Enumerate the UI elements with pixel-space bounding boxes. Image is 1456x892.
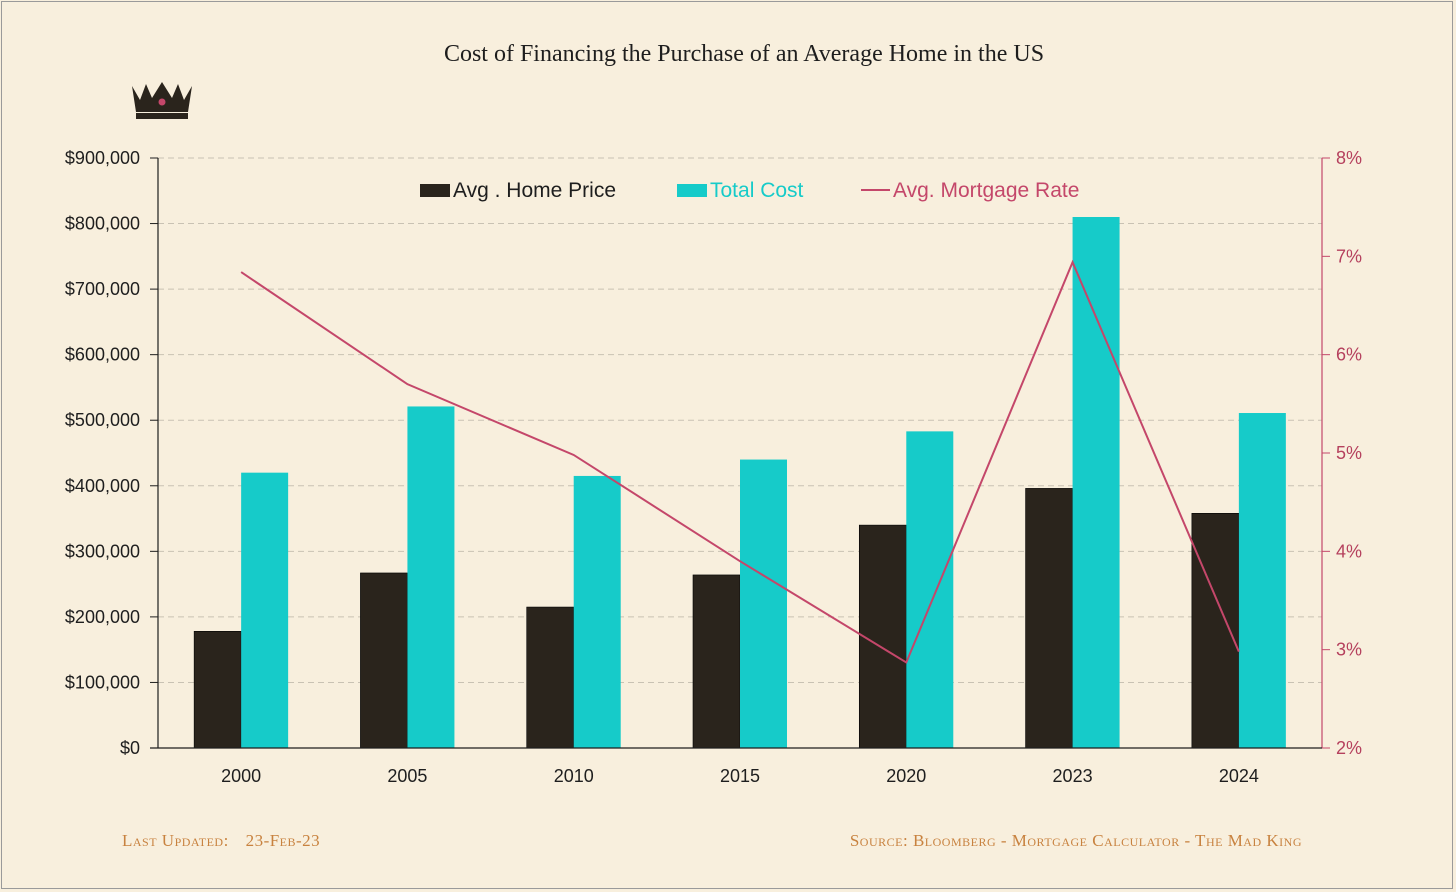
y-left-tick-label: $800,000	[65, 214, 140, 234]
y-right-tick-label: 4%	[1336, 541, 1362, 561]
legend-mortgage-rate: Avg. Mortgage Rate	[861, 179, 1079, 202]
bar-home-price	[526, 606, 575, 749]
footer-updated-value: 23-Feb-23	[246, 831, 321, 850]
tick-labels: $0 $100,000 $200,000 $300,000 $400,000 $500,0…	[65, 148, 1362, 786]
y-left-tick-label: $0	[120, 738, 140, 758]
bar-total-cost	[407, 406, 455, 748]
y-right-tick-label: 8%	[1336, 148, 1362, 168]
bar-home-price	[1025, 488, 1073, 749]
y-right-tick-label: 3%	[1336, 640, 1362, 660]
legend-label: Avg. Mortgage Rate	[893, 179, 1079, 202]
bar-home-price	[858, 524, 907, 749]
x-tick-label: 2005	[387, 766, 427, 786]
axes	[150, 157, 1330, 749]
y-left-tick-label: $300,000	[65, 541, 140, 561]
bar-total-cost	[1072, 217, 1120, 748]
y-left-tick-label: $600,000	[65, 345, 140, 365]
y-right-tick-label: 2%	[1336, 738, 1362, 758]
footer-updated: Last Updated: 23-Feb-23	[122, 831, 320, 850]
y-left-tick-label: $100,000	[65, 672, 140, 692]
y-left-tick-label: $200,000	[65, 607, 140, 627]
legend-home-price: Avg . Home Price	[420, 179, 616, 202]
bar-total-cost	[906, 431, 954, 748]
bar-total-cost	[241, 472, 289, 748]
y-right-tick-label: 6%	[1336, 345, 1362, 365]
legend: Avg . Home Price Total Cost Avg. Mortgage …	[420, 179, 1079, 202]
bar-home-price	[1191, 513, 1240, 749]
bar-total-cost	[573, 475, 621, 748]
crown-icon	[132, 82, 192, 119]
legend-label: Total Cost	[710, 179, 804, 202]
mortgage-rate-series	[240, 259, 1240, 664]
x-tick-label: 2023	[1053, 766, 1093, 786]
x-tick-label: 2015	[720, 766, 760, 786]
bar-total-cost	[1238, 413, 1286, 748]
grid-lines	[158, 157, 1322, 683]
footer-updated-label: Last Updated:	[122, 831, 229, 850]
legend-total-cost: Total Cost	[677, 179, 804, 202]
y-right-tick-label: 5%	[1336, 443, 1362, 463]
legend-swatch	[677, 184, 707, 197]
bar-total-cost	[740, 459, 787, 748]
bar-home-price	[360, 572, 408, 749]
legend-label: Avg . Home Price	[453, 179, 616, 202]
x-tick-label: 2010	[554, 766, 594, 786]
y-left-tick-label: $900,000	[65, 148, 140, 168]
chart-title: Cost of Financing the Purchase of an Ave…	[444, 41, 1044, 67]
bar-home-price	[193, 631, 242, 749]
footer-source: Source: Bloomberg - Mortgage Calculator …	[850, 831, 1302, 850]
bar-home-price	[692, 574, 741, 749]
bars	[193, 217, 1286, 749]
y-left-tick-label: $400,000	[65, 476, 140, 496]
y-left-tick-label: $700,000	[65, 279, 140, 299]
x-tick-label: 2024	[1219, 766, 1259, 786]
x-tick-label: 2000	[221, 766, 261, 786]
legend-swatch	[420, 184, 450, 197]
y-left-tick-label: $500,000	[65, 410, 140, 430]
x-tick-label: 2020	[886, 766, 926, 786]
y-right-tick-label: 7%	[1336, 246, 1362, 266]
